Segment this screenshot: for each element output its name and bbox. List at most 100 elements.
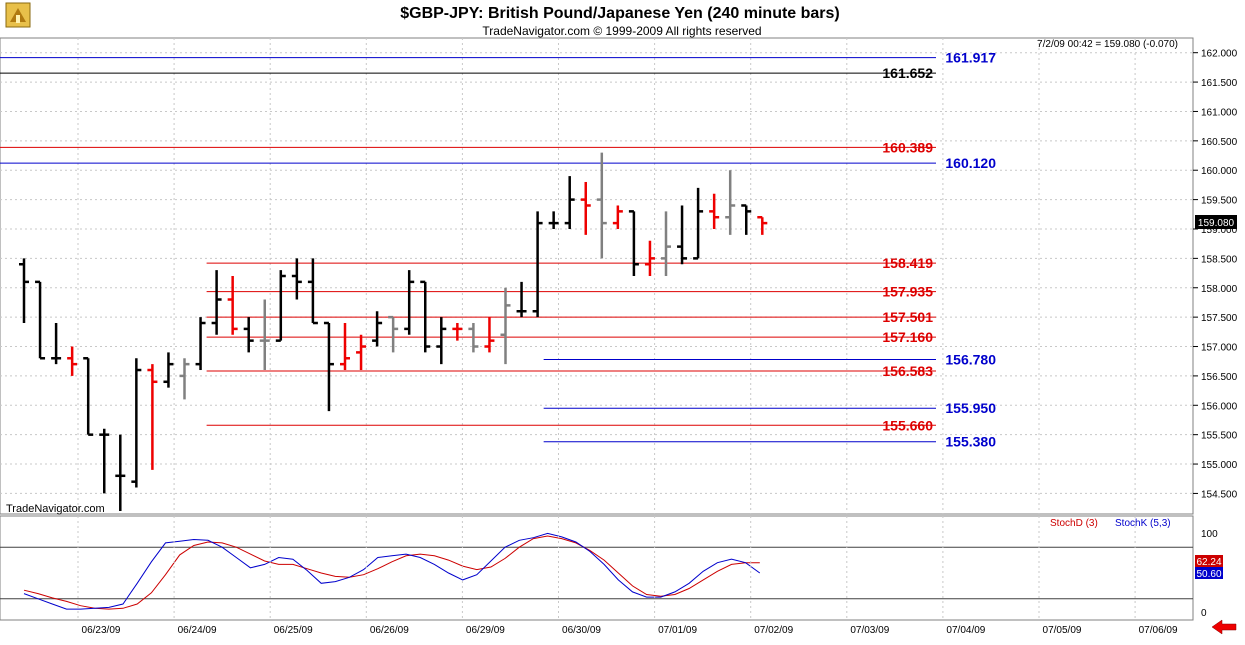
level-label: 161.652 <box>882 65 933 81</box>
ohlc-bar <box>420 280 431 353</box>
price-tick-label: 159.500 <box>1201 196 1238 207</box>
last-price-label: 159.080 <box>1198 218 1235 229</box>
stoch-tick-100: 100 <box>1201 529 1218 540</box>
ohlc-bar <box>725 170 736 235</box>
ohlc-bar <box>195 317 206 371</box>
date-tick-label: 07/02/09 <box>754 625 793 636</box>
price-tick-label: 155.500 <box>1201 431 1238 442</box>
price-tick-label: 157.500 <box>1201 313 1238 324</box>
price-panel <box>0 37 1194 515</box>
price-tick-label: 161.500 <box>1201 78 1238 89</box>
ohlc-bar <box>516 281 527 318</box>
ohlc-bar <box>693 187 704 260</box>
level-label: 161.917 <box>945 50 996 66</box>
last-price-marker: 159.080 <box>1195 215 1237 229</box>
ohlc-bar <box>179 358 190 400</box>
ohlc-bar <box>340 323 350 371</box>
price-tick-label: 155.000 <box>1201 460 1238 471</box>
level-label: 155.380 <box>945 434 996 450</box>
ohlc-bar <box>580 181 591 235</box>
ohlc-bar <box>99 428 110 494</box>
ohlc-bar <box>243 317 254 353</box>
ohlc-bar <box>19 258 29 324</box>
chart-title: $GBP-JPY: British Pound/Japanese Yen (24… <box>400 5 840 22</box>
price-bars <box>19 152 768 512</box>
ohlc-bar <box>709 193 720 229</box>
stoch-d-value: 62.24 <box>1196 557 1221 568</box>
ohlc-bar <box>484 317 495 353</box>
stoch-d-line <box>23 535 760 610</box>
date-tick-label: 07/04/09 <box>946 625 985 636</box>
chart-subtitle: TradeNavigator.com © 1999-2009 All right… <box>482 24 761 38</box>
level-label: 160.389 <box>882 139 933 155</box>
ohlc-bar <box>468 323 479 353</box>
ohlc-bar <box>35 280 46 360</box>
ohlc-bar <box>131 358 142 488</box>
stoch-k-legend: StochK (5,3) <box>1115 518 1171 529</box>
ohlc-bar <box>323 321 334 412</box>
price-tick-label: 157.000 <box>1201 343 1238 354</box>
ohlc-bar <box>372 311 383 347</box>
stoch-tick-0: 0 <box>1201 608 1207 619</box>
ohlc-bar <box>356 334 367 371</box>
date-tick-label: 06/23/09 <box>82 625 121 636</box>
ohlc-bar <box>452 323 463 341</box>
ohlc-bar <box>644 240 655 276</box>
level-label: 157.160 <box>882 329 933 345</box>
logo-icon <box>5 2 31 28</box>
scroll-right-arrow-icon[interactable] <box>1211 619 1237 635</box>
level-label: 156.583 <box>882 363 933 379</box>
ohlc-bar <box>677 205 688 265</box>
price-tick-label: 158.000 <box>1201 284 1238 295</box>
level-label: 158.419 <box>882 255 933 271</box>
date-axis: 06/23/09 06/24/09 06/25/09 06/26/09 06/29/09… <box>77 516 1178 636</box>
ohlc-bar <box>67 346 78 376</box>
ohlc-bar <box>388 315 399 353</box>
ohlc-bar <box>500 287 511 365</box>
date-tick-label: 07/05/09 <box>1043 625 1082 636</box>
stoch-d-legend: StochD (3) <box>1050 518 1098 529</box>
ohlc-bar <box>51 323 62 365</box>
ohlc-bar <box>163 352 174 388</box>
price-tick-label: 156.000 <box>1201 401 1238 412</box>
stochastic-panel <box>0 515 1194 621</box>
price-tick-label: 162.000 <box>1201 49 1238 60</box>
price-tick-label: 161.000 <box>1201 107 1238 118</box>
ohlc-bar <box>227 276 238 335</box>
info-readout: 7/2/09 00:42 = 159.080 (-0.070) <box>1037 39 1178 50</box>
ohlc-bar <box>757 215 768 235</box>
level-label: 156.780 <box>945 351 996 367</box>
price-tick-label: 160.500 <box>1201 137 1238 148</box>
ohlc-bar <box>259 299 270 371</box>
ohlc-bar <box>548 211 559 229</box>
level-label: 157.501 <box>882 309 933 325</box>
ohlc-bar <box>291 258 302 300</box>
ohlc-bar <box>532 211 543 318</box>
date-tick-label: 06/26/09 <box>370 625 409 636</box>
ohlc-bar <box>83 357 94 436</box>
date-tick-label: 06/30/09 <box>562 625 601 636</box>
price-axis: 162.000 161.500 161.000 160.500 160.000 159.5… <box>1193 49 1238 500</box>
price-tick-label: 160.000 <box>1201 166 1238 177</box>
level-label: 160.120 <box>945 155 996 171</box>
price-tick-label: 158.500 <box>1201 254 1238 265</box>
price-tick-label: 159.000 <box>1201 225 1238 236</box>
ohlc-bar <box>741 204 752 235</box>
date-tick-label: 07/01/09 <box>658 625 697 636</box>
ohlc-bar <box>147 364 158 470</box>
ohlc-bar <box>404 270 415 335</box>
ohlc-bar <box>564 176 575 229</box>
date-tick-label: 07/03/09 <box>850 625 889 636</box>
level-label: 155.950 <box>945 400 996 416</box>
stoch-value-markers: 62.24 50.60 <box>1195 555 1223 580</box>
date-tick-label: 06/25/09 <box>274 625 313 636</box>
price-tick-label: 154.500 <box>1201 489 1238 500</box>
ohlc-bar <box>211 270 222 335</box>
date-tick-label: 06/24/09 <box>178 625 217 636</box>
ohlc-bar <box>275 270 286 342</box>
date-tick-label: 06/29/09 <box>466 625 505 636</box>
level-label: 155.660 <box>882 417 933 433</box>
ohlc-bar <box>596 152 607 259</box>
